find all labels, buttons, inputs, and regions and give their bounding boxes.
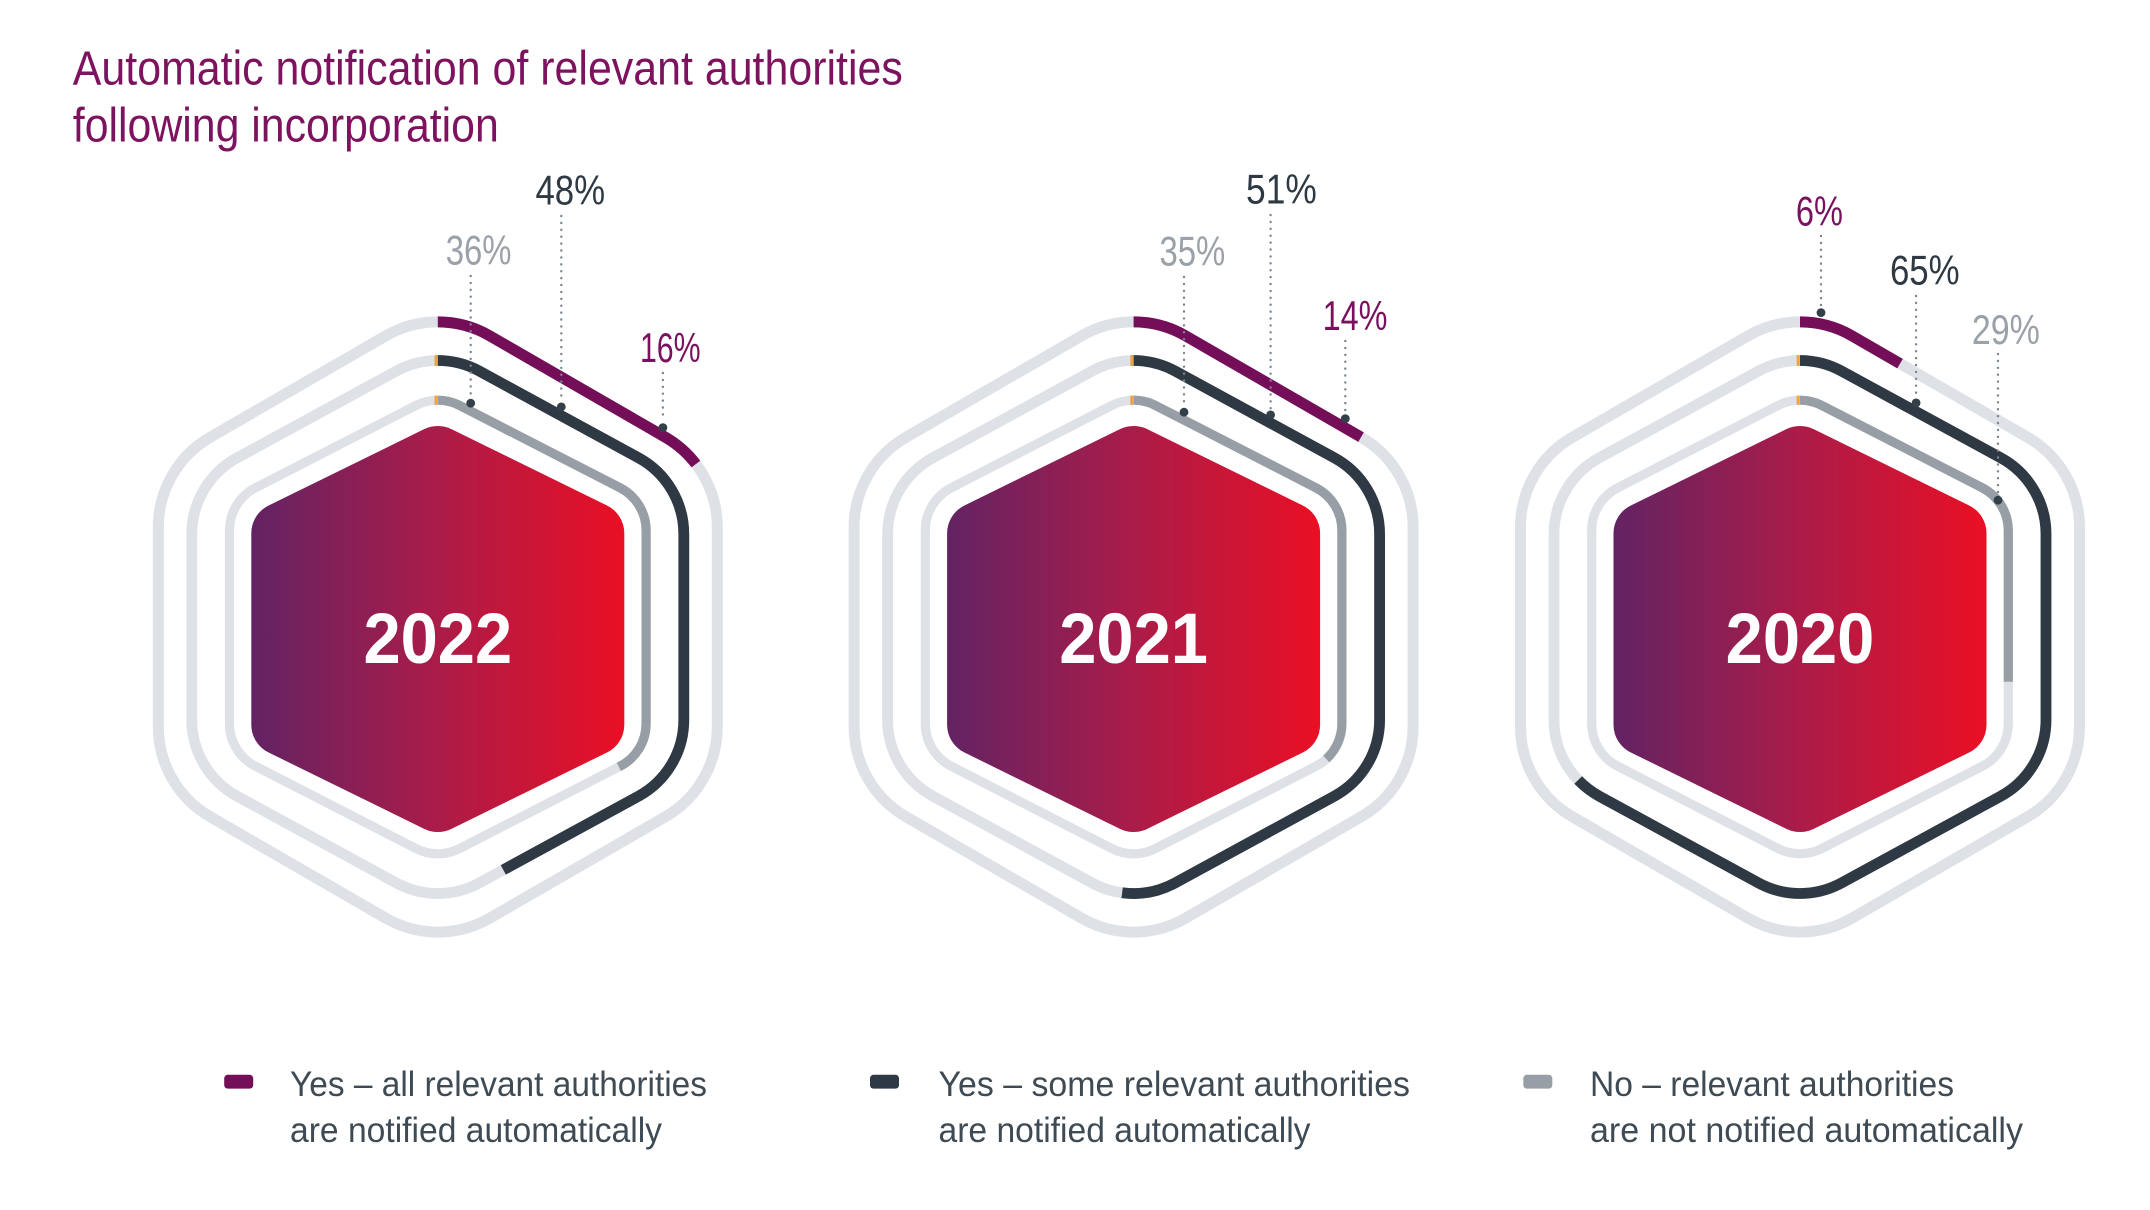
svg-text:Yes – some relevant authoritie: Yes – some relevant authorities: [939, 1065, 1411, 1104]
svg-text:6%: 6%: [1796, 187, 1843, 234]
svg-text:following incorporation: following incorporation: [73, 99, 499, 153]
svg-text:48%: 48%: [535, 167, 605, 214]
svg-text:35%: 35%: [1159, 227, 1225, 274]
svg-text:16%: 16%: [640, 324, 701, 371]
svg-text:36%: 36%: [446, 227, 512, 274]
svg-text:51%: 51%: [1246, 166, 1317, 213]
svg-text:65%: 65%: [1890, 247, 1960, 294]
svg-text:2020: 2020: [1726, 600, 1875, 679]
svg-text:No – relevant authorities: No – relevant authorities: [1590, 1065, 1954, 1104]
svg-text:are not notified automatically: are not notified automatically: [1590, 1111, 2023, 1150]
svg-text:2022: 2022: [363, 600, 512, 679]
svg-text:Yes – all relevant authorities: Yes – all relevant authorities: [290, 1065, 707, 1104]
svg-text:2021: 2021: [1059, 600, 1208, 679]
svg-text:29%: 29%: [1972, 306, 2040, 353]
svg-text:are notified automatically: are notified automatically: [290, 1111, 662, 1150]
svg-text:Automatic notification of rele: Automatic notification of relevant autho…: [73, 42, 903, 96]
svg-text:14%: 14%: [1323, 292, 1388, 339]
svg-text:are notified automatically: are notified automatically: [939, 1111, 1311, 1150]
